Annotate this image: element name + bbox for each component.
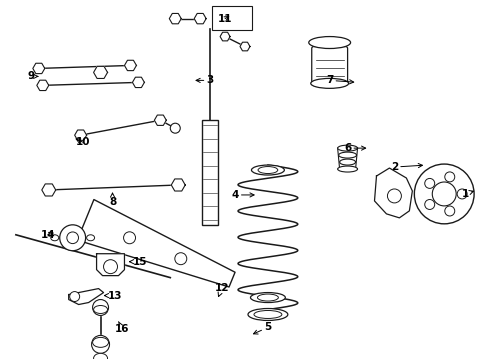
Circle shape bbox=[425, 199, 435, 210]
Ellipse shape bbox=[311, 78, 348, 88]
Text: 2: 2 bbox=[391, 162, 422, 172]
Ellipse shape bbox=[94, 306, 107, 314]
Text: 12: 12 bbox=[215, 283, 229, 297]
Polygon shape bbox=[220, 32, 230, 41]
Circle shape bbox=[425, 179, 435, 188]
Text: 15: 15 bbox=[129, 257, 147, 267]
Text: 13: 13 bbox=[104, 291, 123, 301]
Ellipse shape bbox=[51, 235, 59, 241]
Polygon shape bbox=[77, 199, 235, 287]
Circle shape bbox=[93, 300, 108, 315]
Ellipse shape bbox=[250, 293, 285, 302]
Polygon shape bbox=[132, 77, 145, 87]
FancyBboxPatch shape bbox=[202, 120, 218, 225]
Text: 7: 7 bbox=[326, 75, 354, 85]
Text: 14: 14 bbox=[41, 230, 55, 240]
Ellipse shape bbox=[338, 145, 358, 151]
Polygon shape bbox=[42, 184, 56, 196]
Polygon shape bbox=[194, 13, 206, 24]
Circle shape bbox=[445, 172, 455, 182]
Circle shape bbox=[388, 189, 401, 203]
Text: 3: 3 bbox=[196, 75, 214, 85]
Circle shape bbox=[60, 225, 86, 251]
Polygon shape bbox=[124, 60, 136, 71]
Ellipse shape bbox=[93, 337, 108, 347]
Polygon shape bbox=[94, 66, 107, 78]
Ellipse shape bbox=[309, 37, 350, 49]
Polygon shape bbox=[374, 168, 413, 218]
Ellipse shape bbox=[87, 235, 95, 241]
FancyBboxPatch shape bbox=[212, 6, 252, 30]
Polygon shape bbox=[154, 115, 166, 125]
Ellipse shape bbox=[258, 167, 278, 174]
Polygon shape bbox=[172, 179, 185, 191]
Polygon shape bbox=[240, 42, 250, 51]
Polygon shape bbox=[33, 63, 45, 73]
Circle shape bbox=[175, 253, 187, 265]
Ellipse shape bbox=[340, 159, 356, 165]
Polygon shape bbox=[74, 130, 87, 140]
Ellipse shape bbox=[248, 309, 288, 320]
Text: 11: 11 bbox=[218, 14, 232, 24]
Circle shape bbox=[67, 232, 78, 244]
Polygon shape bbox=[169, 13, 181, 24]
Circle shape bbox=[70, 292, 80, 302]
Ellipse shape bbox=[339, 152, 357, 158]
Polygon shape bbox=[97, 254, 124, 276]
Polygon shape bbox=[37, 80, 49, 91]
Circle shape bbox=[432, 182, 456, 206]
Circle shape bbox=[123, 232, 136, 244]
Circle shape bbox=[103, 260, 118, 274]
Ellipse shape bbox=[257, 294, 278, 301]
Text: 16: 16 bbox=[115, 321, 130, 334]
Circle shape bbox=[457, 189, 467, 199]
Text: 6: 6 bbox=[344, 143, 366, 153]
Text: 4: 4 bbox=[231, 190, 254, 200]
Circle shape bbox=[415, 164, 474, 224]
Text: 5: 5 bbox=[253, 323, 271, 334]
Text: 10: 10 bbox=[75, 137, 90, 147]
Ellipse shape bbox=[251, 165, 284, 175]
Ellipse shape bbox=[254, 310, 282, 319]
Polygon shape bbox=[69, 289, 103, 305]
Text: 8: 8 bbox=[109, 193, 116, 207]
Text: 1: 1 bbox=[462, 189, 473, 199]
FancyBboxPatch shape bbox=[312, 46, 347, 85]
Circle shape bbox=[171, 123, 180, 133]
Ellipse shape bbox=[94, 353, 107, 360]
Circle shape bbox=[445, 206, 455, 216]
Circle shape bbox=[92, 336, 110, 353]
Text: 9: 9 bbox=[27, 71, 38, 81]
Ellipse shape bbox=[338, 166, 358, 172]
